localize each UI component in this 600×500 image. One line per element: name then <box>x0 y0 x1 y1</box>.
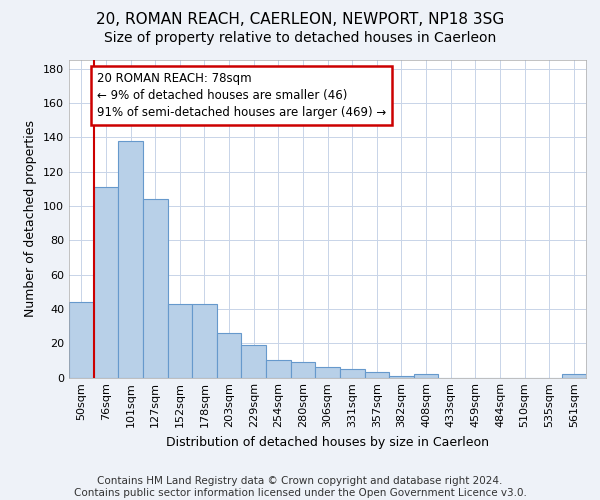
Bar <box>365 372 389 378</box>
Text: Contains HM Land Registry data © Crown copyright and database right 2024.
Contai: Contains HM Land Registry data © Crown c… <box>74 476 526 498</box>
Bar <box>340 369 365 378</box>
Text: 20, ROMAN REACH, CAERLEON, NEWPORT, NP18 3SG: 20, ROMAN REACH, CAERLEON, NEWPORT, NP18… <box>96 12 504 28</box>
Bar <box>241 345 266 378</box>
Bar <box>315 367 340 378</box>
Bar <box>562 374 586 378</box>
Bar <box>414 374 439 378</box>
Bar <box>118 140 143 378</box>
X-axis label: Distribution of detached houses by size in Caerleon: Distribution of detached houses by size … <box>166 436 489 449</box>
Bar <box>266 360 290 378</box>
Text: 20 ROMAN REACH: 78sqm
← 9% of detached houses are smaller (46)
91% of semi-detac: 20 ROMAN REACH: 78sqm ← 9% of detached h… <box>97 72 386 119</box>
Bar <box>192 304 217 378</box>
Bar <box>217 333 241 378</box>
Bar <box>94 187 118 378</box>
Text: Size of property relative to detached houses in Caerleon: Size of property relative to detached ho… <box>104 31 496 45</box>
Bar <box>69 302 94 378</box>
Y-axis label: Number of detached properties: Number of detached properties <box>25 120 37 318</box>
Bar <box>290 362 315 378</box>
Bar <box>167 304 192 378</box>
Bar <box>143 199 167 378</box>
Bar <box>389 376 414 378</box>
